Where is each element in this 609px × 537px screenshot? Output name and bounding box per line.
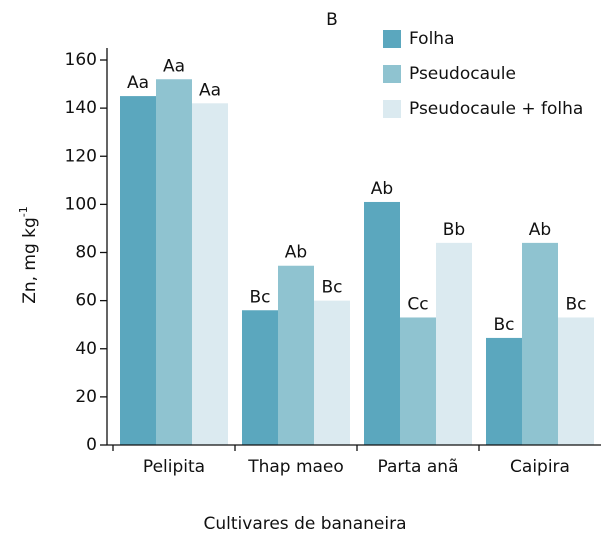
bar (486, 337, 522, 445)
y-axis-label: Zn, mg kg-1 (17, 206, 40, 304)
bar-label: Bb (443, 220, 465, 240)
bar-label: Bc (565, 294, 586, 314)
bar-label: Ab (285, 243, 307, 263)
y-axis-label-sup: -1 (17, 206, 30, 217)
y-tick-label: 0 (86, 435, 97, 455)
bar (436, 242, 472, 445)
bar (156, 79, 192, 445)
x-axis-label: Cultivares de bananeira (204, 514, 407, 534)
legend-swatch (383, 100, 401, 118)
bar-label: Aa (127, 73, 149, 93)
bar (242, 310, 278, 445)
bar-label: Ab (371, 179, 393, 199)
y-tick-label: 120 (65, 146, 97, 166)
y-tick-label: 160 (65, 50, 97, 70)
bar (364, 201, 400, 445)
x-tick-label: Pelipita (143, 457, 205, 477)
y-tick-label: 20 (75, 387, 97, 407)
bar-label: Ab (529, 220, 551, 240)
legend-swatch (383, 30, 401, 48)
legend-label: Folha (409, 29, 455, 49)
bar (278, 265, 314, 445)
y-tick-label: 140 (65, 98, 97, 118)
bar-label: Bc (321, 278, 342, 298)
y-axis-label-main: Zn, mg kg (20, 217, 40, 304)
y-tick-label: 60 (75, 291, 97, 311)
legend-swatch (383, 65, 401, 83)
bar (558, 317, 594, 445)
bar-label: Aa (163, 56, 185, 76)
legend-label: Pseudocaule + folha (409, 99, 583, 119)
bar (192, 103, 228, 445)
y-tick-label: 100 (65, 194, 97, 214)
bar-label: Aa (199, 80, 221, 100)
bar-label: Cc (407, 294, 428, 314)
bar (314, 300, 350, 445)
y-tick-label: 40 (75, 339, 97, 359)
x-tick-label: Thap maeo (247, 457, 344, 477)
bar (120, 96, 156, 445)
x-tick-label: Parta anã (378, 457, 459, 477)
bar (400, 317, 436, 445)
y-tick-label: 80 (75, 243, 97, 263)
chart-title: B (326, 10, 338, 30)
x-tick-label: Caipira (510, 457, 570, 477)
bar-label: Bc (249, 287, 270, 307)
legend-label: Pseudocaule (409, 64, 516, 84)
bar (522, 242, 558, 445)
bar-label: Bc (493, 315, 514, 335)
